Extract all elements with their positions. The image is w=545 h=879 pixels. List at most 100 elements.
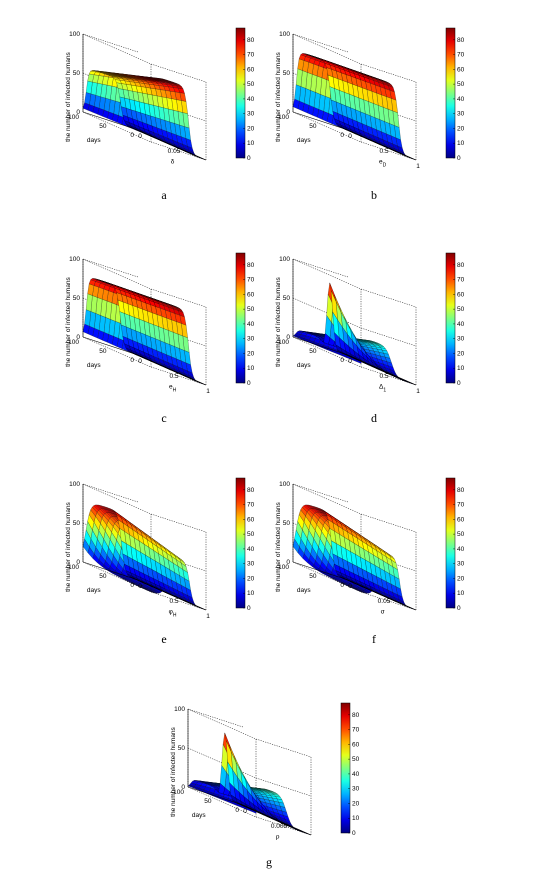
box-edge: [150, 366, 207, 386]
front-axes: [82, 484, 207, 611]
surface-mesh: [292, 504, 417, 611]
colorbar-tick-label: 40: [457, 546, 465, 553]
surface-mesh: [82, 504, 207, 611]
x-tick-label: 0: [130, 132, 134, 139]
x-tick-label: 50: [309, 123, 317, 130]
caption-a: a: [161, 188, 167, 202]
y-axis-subscript: 1: [383, 388, 386, 394]
colorbar-tick-label: 70: [247, 52, 255, 59]
colorbar-tick-label: 40: [247, 96, 255, 103]
z-axis-label: the number of infected humans: [65, 501, 72, 591]
front-axes: [292, 34, 417, 161]
y-axis-symbol: φ: [169, 609, 173, 616]
y-tick-label: 0.05: [378, 598, 391, 605]
colorbar-gradient: [235, 252, 246, 384]
z-tick-label: 50: [283, 520, 291, 527]
y-axis-label: ρ: [276, 834, 280, 841]
colorbar-tick-label: 20: [352, 800, 360, 807]
y-tick-label: 0: [348, 133, 352, 140]
box-edge: [255, 738, 312, 758]
x-tick-label: 0: [235, 807, 239, 814]
y-tick-label: 0.5: [379, 373, 388, 380]
box-edge: [187, 708, 244, 728]
x-tick-label: 0: [130, 357, 134, 364]
z-axis-label: the number of infected humans: [170, 726, 177, 816]
y-tick-label: 0: [243, 808, 247, 815]
x-tick-label: 50: [99, 123, 107, 130]
z-tick-label: 50: [178, 745, 186, 752]
y-tick-label: 0: [138, 133, 142, 140]
x-axis-line: [187, 786, 244, 806]
z-axis-label: the number of infected humans: [65, 276, 72, 366]
colorbar-tick-label: 20: [457, 575, 465, 582]
front-axes: [292, 484, 417, 611]
colorbar-tick-label: 30: [352, 786, 360, 793]
y-axis-label: eD: [379, 159, 387, 169]
z-tick-label: 0: [181, 784, 185, 791]
colorbar-tick-label: 70: [457, 502, 465, 509]
box-edge: [150, 63, 207, 83]
front-axes: [187, 709, 312, 836]
surface-mesh: [82, 278, 207, 386]
colorbar: 0 10 20 30 40 50 60 70 80: [340, 702, 360, 837]
colorbar-tick-label: 70: [352, 727, 360, 734]
caption-b: b: [371, 188, 377, 202]
z-tick-label: 100: [69, 256, 80, 263]
x-tick-label: 0: [340, 132, 344, 139]
y-axis-line: [347, 129, 417, 161]
colorbar-gradient: [445, 27, 456, 159]
y-axis-subscript: H: [173, 613, 177, 619]
x-tick-label: 100: [278, 114, 289, 121]
z-axis-label: the number of infected humans: [275, 276, 282, 366]
y-axis-label: Δ1: [379, 384, 386, 394]
colorbar-tick-label: 30: [457, 111, 465, 118]
colorbar-tick-label: 20: [247, 350, 255, 357]
caption-e: e: [161, 632, 167, 646]
y-axis-symbol: σ: [381, 609, 385, 616]
colorbar-tick-label: 60: [457, 291, 465, 298]
surface-mesh: [292, 53, 417, 161]
y-axis-symbol: Δ: [379, 384, 384, 391]
y-tick-label: 1: [206, 613, 210, 620]
colorbar-tick-label: 60: [247, 516, 255, 523]
grid-line: [187, 747, 312, 797]
colorbar-tick-label: 0: [457, 605, 461, 612]
z-tick-label: 100: [174, 706, 185, 713]
colorbar-tick-label: 80: [247, 487, 255, 494]
colorbar-tick-label: 20: [247, 125, 255, 132]
box-edge: [360, 288, 417, 308]
y-tick-label: 0: [138, 358, 142, 365]
box-edge: [187, 786, 257, 818]
colorbar-tick-label: 40: [247, 321, 255, 328]
y-tick-label: 0.5: [169, 373, 178, 380]
y-tick-label: 1: [416, 163, 420, 170]
colorbar-tick-label: 0: [247, 155, 251, 162]
x-tick-label: 100: [68, 564, 79, 571]
z-axis-label: the number of infected humans: [275, 501, 282, 591]
colorbar-tick-label: 10: [457, 140, 465, 147]
y-axis-symbol: δ: [171, 159, 175, 166]
x-axis-line: [82, 111, 139, 131]
y-axis-label: φH: [169, 609, 177, 619]
panel-b: 0 50 100 0 50 100 0 0.5 1 the number of infected …: [270, 15, 465, 185]
colorbar-tick-label: 30: [247, 561, 255, 568]
colorbar: 0 10 20 30 40 50 60 70 80: [445, 252, 465, 387]
colorbar-tick-label: 50: [457, 81, 465, 88]
x-axis-label: days: [192, 812, 206, 819]
box-edge: [360, 63, 417, 83]
colorbar-gradient: [235, 477, 246, 609]
colorbar-tick-label: 80: [457, 262, 465, 269]
z-tick-label: 100: [279, 256, 290, 263]
y-tick-label: 0.005: [271, 823, 288, 830]
box-edge: [360, 141, 417, 161]
y-tick-label: 0: [348, 358, 352, 365]
z-tick-label: 50: [73, 70, 81, 77]
colorbar-tick-label: 80: [457, 37, 465, 44]
colorbar-tick-label: 50: [247, 306, 255, 313]
z-tick-label: 100: [279, 31, 290, 38]
y-axis-line: [242, 804, 312, 836]
y-tick-label: 0: [138, 583, 142, 590]
y-tick-label: 1: [416, 388, 420, 395]
